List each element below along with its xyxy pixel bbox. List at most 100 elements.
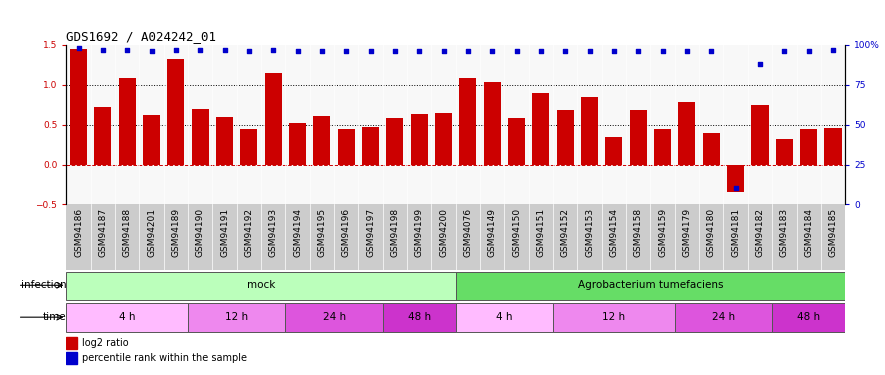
Text: mock: mock (247, 280, 275, 290)
Bar (338, 129, 355, 165)
Text: GSM94188: GSM94188 (123, 208, 132, 257)
Point (607, 48, 621, 54)
Bar (66, 337, 77, 349)
Bar (727, 165, 744, 192)
Point (485, 48, 499, 54)
Text: GSM94151: GSM94151 (536, 208, 545, 257)
Bar (772, 303, 845, 332)
Text: GSM94193: GSM94193 (269, 208, 278, 257)
Bar (435, 113, 452, 165)
Bar (703, 133, 720, 165)
Text: log2 ratio: log2 ratio (82, 338, 128, 348)
Bar (285, 303, 382, 332)
Point (436, 48, 450, 54)
Text: 12 h: 12 h (603, 312, 626, 322)
Text: GSM94185: GSM94185 (828, 208, 837, 257)
Bar (188, 303, 286, 332)
Point (753, 61, 767, 67)
Text: 24 h: 24 h (322, 312, 346, 322)
Bar (557, 110, 573, 165)
Point (558, 48, 573, 54)
Bar (387, 118, 404, 165)
Text: GSM94181: GSM94181 (731, 208, 740, 257)
Point (680, 48, 694, 54)
Text: 48 h: 48 h (408, 312, 431, 322)
Bar (362, 127, 379, 165)
Point (728, 186, 743, 192)
Point (315, 48, 329, 54)
Point (510, 48, 524, 54)
Text: GSM94194: GSM94194 (293, 208, 302, 256)
Point (826, 47, 840, 53)
Point (120, 47, 135, 53)
Point (802, 48, 816, 54)
Bar (192, 109, 209, 165)
Bar (66, 272, 456, 300)
Text: 4 h: 4 h (119, 312, 135, 322)
Text: GSM94201: GSM94201 (147, 208, 156, 256)
Point (388, 48, 402, 54)
Text: GSM94195: GSM94195 (318, 208, 327, 257)
Text: GSM94196: GSM94196 (342, 208, 350, 257)
Bar (289, 123, 306, 165)
Bar (654, 129, 671, 165)
Bar (119, 78, 135, 165)
Point (777, 48, 791, 54)
Text: GDS1692 / A024242_01: GDS1692 / A024242_01 (66, 30, 216, 43)
Point (461, 48, 475, 54)
Point (72, 45, 86, 51)
Point (656, 48, 670, 54)
Point (582, 48, 596, 54)
Text: GSM94153: GSM94153 (585, 208, 594, 257)
Point (96, 47, 110, 53)
Bar (508, 118, 525, 165)
Text: GSM94159: GSM94159 (658, 208, 667, 257)
Bar (484, 82, 501, 165)
Point (218, 47, 232, 53)
Bar (95, 107, 112, 165)
Text: GSM94076: GSM94076 (464, 208, 473, 257)
Bar (776, 139, 793, 165)
Bar (241, 129, 258, 165)
Text: GSM94197: GSM94197 (366, 208, 375, 257)
Text: GSM94187: GSM94187 (98, 208, 107, 257)
Bar (411, 114, 427, 165)
Text: infection: infection (20, 280, 66, 290)
Point (242, 48, 256, 54)
Point (290, 48, 304, 54)
Point (364, 48, 378, 54)
Bar (825, 128, 842, 165)
Text: GSM94152: GSM94152 (561, 208, 570, 256)
Text: GSM94189: GSM94189 (172, 208, 181, 257)
Text: GSM94183: GSM94183 (780, 208, 789, 257)
Text: Agrobacterium tumefaciens: Agrobacterium tumefaciens (578, 280, 723, 290)
Text: 24 h: 24 h (712, 312, 735, 322)
Bar (167, 59, 184, 165)
Point (339, 48, 353, 54)
Point (412, 48, 427, 54)
Text: 4 h: 4 h (496, 312, 512, 322)
Point (704, 48, 719, 54)
Text: GSM94198: GSM94198 (390, 208, 399, 257)
Bar (553, 303, 675, 332)
Bar (313, 116, 330, 165)
Bar (265, 73, 281, 165)
Bar (679, 102, 696, 165)
Bar (456, 272, 845, 300)
Text: 48 h: 48 h (797, 312, 820, 322)
Bar (70, 49, 87, 165)
Text: GSM94199: GSM94199 (415, 208, 424, 257)
Bar (456, 303, 553, 332)
Text: GSM94150: GSM94150 (512, 208, 521, 257)
Text: GSM94179: GSM94179 (682, 208, 691, 257)
Text: GSM94186: GSM94186 (74, 208, 83, 257)
Text: time: time (42, 312, 66, 322)
Point (193, 47, 207, 53)
Bar (66, 303, 188, 332)
Point (169, 47, 183, 53)
Bar (581, 97, 598, 165)
Text: GSM94190: GSM94190 (196, 208, 204, 257)
Bar (800, 129, 817, 165)
Bar (533, 93, 550, 165)
Point (534, 48, 548, 54)
